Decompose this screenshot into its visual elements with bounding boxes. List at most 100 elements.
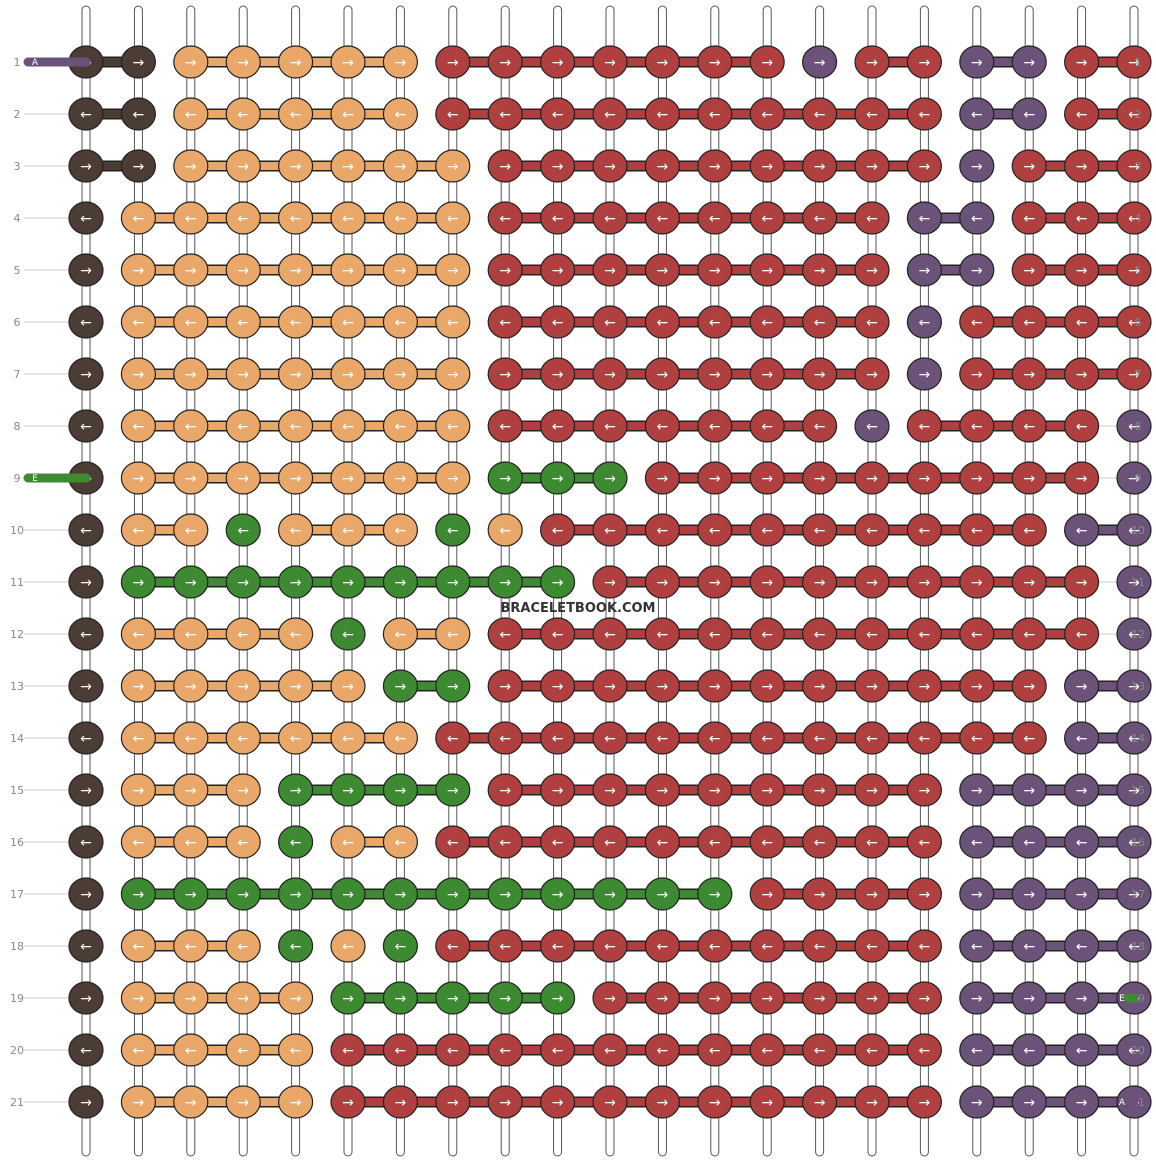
knot[interactable]: ← [1011,1033,1047,1067]
knot[interactable]: → [68,877,104,911]
knot[interactable]: → [906,773,943,807]
knot[interactable]: ← [539,929,576,963]
knot[interactable]: → [1063,149,1100,183]
knot[interactable]: → [382,669,418,703]
knot[interactable]: → [330,1085,366,1119]
knot[interactable]: ← [278,825,314,859]
knot[interactable]: ← [644,825,681,859]
knot[interactable]: → [173,253,209,287]
knot[interactable]: ← [382,409,418,443]
knot[interactable]: ← [644,201,681,235]
knot[interactable]: → [1011,357,1047,391]
knot[interactable]: → [1063,45,1100,79]
knot[interactable]: → [487,981,523,1015]
knot[interactable]: ← [539,721,576,755]
knot[interactable]: ← [120,513,156,547]
knot[interactable]: → [1116,45,1152,79]
knot[interactable]: → [801,357,838,391]
knot[interactable]: ← [225,201,261,235]
knot[interactable]: → [1011,45,1047,79]
knot[interactable]: → [906,669,943,703]
knot[interactable]: ← [801,513,838,547]
knot[interactable]: ← [1063,305,1100,339]
knot[interactable]: → [120,669,156,703]
knot[interactable]: → [801,45,838,79]
knot[interactable]: → [435,981,471,1015]
knot[interactable]: ← [278,929,314,963]
knot[interactable]: → [278,877,314,911]
knot[interactable]: → [173,565,209,599]
knot[interactable]: ← [959,617,995,651]
knot[interactable]: → [173,45,209,79]
knot[interactable]: ← [120,617,156,651]
knot[interactable]: ← [854,409,890,443]
knot[interactable]: → [697,461,733,495]
knot[interactable]: → [644,253,681,287]
knot[interactable]: ← [749,409,785,443]
knot[interactable]: → [644,981,681,1015]
knot[interactable]: → [801,669,838,703]
knot[interactable]: → [749,1085,785,1119]
knot[interactable]: → [906,45,943,79]
knot[interactable]: → [278,357,314,391]
knot[interactable]: → [173,981,209,1015]
knot[interactable]: ← [435,201,471,235]
knot[interactable]: → [697,253,733,287]
knot[interactable]: ← [644,305,681,339]
knot[interactable]: → [487,149,523,183]
knot[interactable]: ← [854,721,890,755]
knot[interactable]: ← [487,825,523,859]
knot[interactable]: → [330,773,366,807]
knot[interactable]: ← [173,721,209,755]
knot[interactable]: ← [854,201,890,235]
knot[interactable]: ← [906,721,943,755]
knot[interactable]: → [749,357,785,391]
knot[interactable]: → [487,253,523,287]
knot[interactable]: → [225,253,261,287]
knot[interactable]: ← [173,305,209,339]
knot[interactable]: ← [801,825,838,859]
knot[interactable]: ← [1063,97,1100,131]
knot[interactable]: ← [959,721,995,755]
knot[interactable]: ← [959,1033,995,1067]
knot[interactable]: → [959,773,995,807]
knot[interactable]: → [592,1085,628,1119]
knot[interactable]: → [801,253,838,287]
knot[interactable]: → [906,1085,943,1119]
knot[interactable]: → [801,565,838,599]
knot[interactable]: ← [487,617,523,651]
knot[interactable]: ← [278,1033,314,1067]
knot[interactable]: ← [906,201,943,235]
knot[interactable]: → [644,149,681,183]
knot[interactable]: → [487,565,523,599]
knot[interactable]: → [959,461,995,495]
knot[interactable]: ← [225,409,261,443]
knot[interactable]: → [644,357,681,391]
knot[interactable]: ← [854,1033,890,1067]
knot[interactable]: ← [644,513,681,547]
knot[interactable]: → [382,1085,418,1119]
knot[interactable]: → [173,669,209,703]
knot[interactable]: ← [382,1033,418,1067]
knot[interactable]: → [959,357,995,391]
knot[interactable]: ← [801,1033,838,1067]
knot[interactable]: ← [278,201,314,235]
knot[interactable]: ← [120,929,156,963]
knot[interactable]: ← [1063,617,1100,651]
knot[interactable]: ← [749,1033,785,1067]
knot[interactable]: ← [487,305,523,339]
knot[interactable]: → [959,669,995,703]
knot[interactable]: ← [592,825,628,859]
knot[interactable]: → [278,773,314,807]
knot[interactable]: → [120,773,156,807]
knot[interactable]: ← [801,929,838,963]
knot[interactable]: ← [1116,513,1152,547]
knot[interactable]: → [592,773,628,807]
knot[interactable]: ← [749,721,785,755]
knot[interactable]: ← [330,929,366,963]
knot[interactable]: ← [1063,201,1100,235]
knot[interactable]: → [225,45,261,79]
knot[interactable]: → [330,877,366,911]
knot[interactable]: ← [1063,513,1100,547]
knot[interactable]: → [592,877,628,911]
